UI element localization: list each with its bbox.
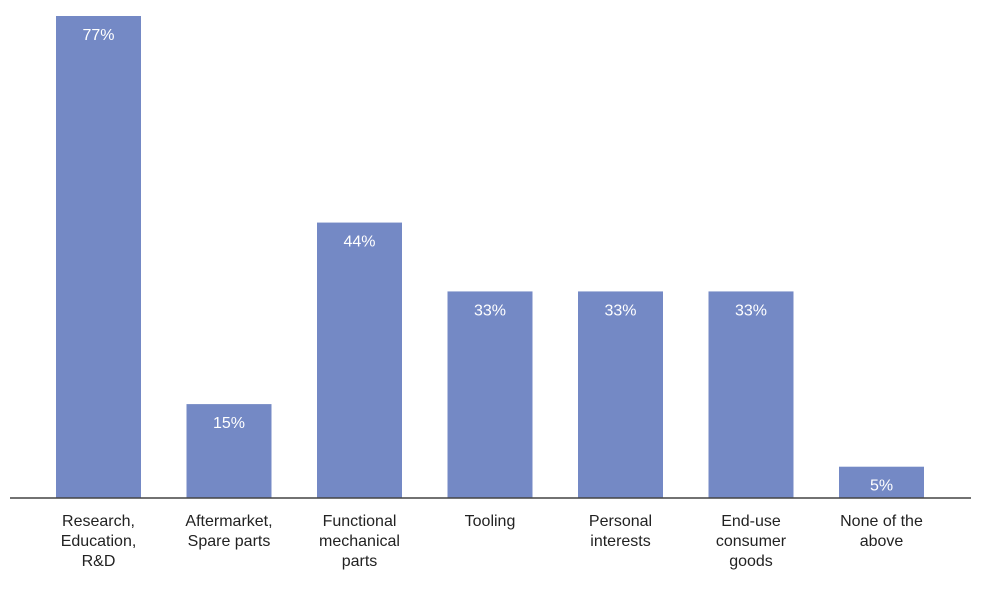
bar-1 — [186, 404, 272, 498]
category-label-0: Research, Education, R&D — [61, 513, 137, 570]
category-label-2: Functional mechanical parts — [319, 513, 400, 570]
value-label-3: 33% — [474, 302, 506, 319]
value-label-6: 5% — [870, 478, 893, 495]
bar-6 — [839, 466, 924, 498]
value-label-5: 33% — [735, 302, 767, 319]
bar-3 — [447, 291, 533, 498]
category-label-line: R&D — [82, 553, 116, 570]
category-label-line: Spare parts — [188, 533, 271, 550]
category-label-5: End-use consumer goods — [716, 513, 787, 570]
value-label-2: 44% — [343, 234, 375, 251]
category-label-line: above — [860, 533, 904, 550]
value-label-1: 15% — [213, 415, 245, 432]
category-label-line: Aftermarket, — [185, 513, 272, 530]
bar-4 — [578, 291, 663, 498]
category-label-line: mechanical — [319, 533, 400, 550]
category-label-line: End-use — [721, 513, 781, 530]
bar-5 — [708, 291, 794, 498]
category-label-4: Personal interests — [589, 513, 652, 550]
bars-layer — [56, 16, 924, 499]
category-label-line: consumer — [716, 533, 787, 550]
category-label-1: Aftermarket, Spare parts — [185, 513, 272, 550]
category-label-line: Education, — [61, 533, 137, 550]
category-label-line: Tooling — [465, 513, 516, 530]
category-label-line: Functional — [323, 513, 397, 530]
value-label-4: 33% — [604, 302, 636, 319]
category-label-line: goods — [729, 553, 773, 570]
category-labels-layer: Research, Education, R&D Aftermarket, Spare … — [61, 513, 923, 570]
value-labels-layer: 77% 15% 44% 33% 33% 33% 5% — [82, 27, 893, 495]
category-label-3: Tooling — [465, 513, 516, 530]
bar-0 — [56, 16, 141, 498]
category-label-line: None of the — [840, 513, 923, 530]
value-label-0: 77% — [82, 27, 114, 44]
category-label-line: interests — [590, 533, 650, 550]
category-label-line: parts — [342, 553, 378, 570]
category-label-line: Personal — [589, 513, 652, 530]
category-label-line: Research, — [62, 513, 135, 530]
category-label-6: None of the above — [840, 513, 923, 550]
bar-2 — [317, 222, 402, 499]
